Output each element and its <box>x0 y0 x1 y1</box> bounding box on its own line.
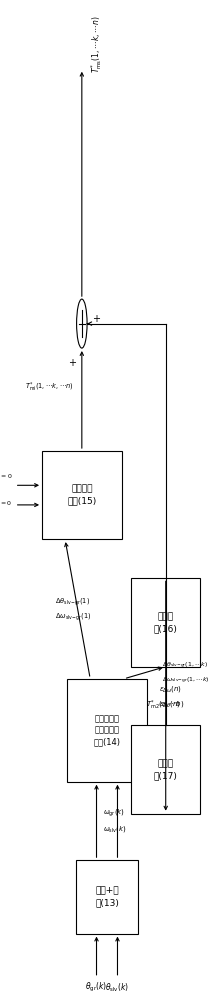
Text: $\varepsilon_{\Delta\omega}(n)$: $\varepsilon_{\Delta\omega}(n)$ <box>159 684 182 694</box>
Text: +: + <box>68 358 76 368</box>
Text: $\theta_{\rm gr}(k)$: $\theta_{\rm gr}(k)$ <box>85 981 108 994</box>
Text: 残差预
测(16): 残差预 测(16) <box>154 612 178 633</box>
FancyBboxPatch shape <box>76 860 138 934</box>
Text: $T^{*}_{\rm mi}(1,\cdots k,\cdots n)$: $T^{*}_{\rm mi}(1,\cdots k,\cdots n)$ <box>25 381 73 394</box>
Text: $T^{*}_{\rm ms}(1,\cdots k,\cdots n)$: $T^{*}_{\rm ms}(1,\cdots k,\cdots n)$ <box>89 16 104 73</box>
FancyBboxPatch shape <box>67 679 147 782</box>
FancyBboxPatch shape <box>131 725 200 814</box>
Text: 前馈控
制(17): 前馈控 制(17) <box>154 759 178 780</box>
Text: $\theta_{\rm slv}(k)$: $\theta_{\rm slv}(k)$ <box>106 981 129 994</box>
Text: $\Delta\omega_{\rm slv\!-\!gr}(1)$: $\Delta\omega_{\rm slv\!-\!gr}(1)$ <box>55 611 91 623</box>
Text: $\omega_{\rm gr}(k)$: $\omega_{\rm gr}(k)$ <box>103 807 125 819</box>
Text: $\Delta\omega_{\rm slv\!-\!gr}(1,\cdots k)$: $\Delta\omega_{\rm slv\!-\!gr}(1,\cdots … <box>162 675 209 686</box>
Text: $T^{*}_{\rm m2}(a,\cdots b)$: $T^{*}_{\rm m2}(a,\cdots b)$ <box>146 699 185 712</box>
Text: $\Delta\theta_{\rm slv\!-\!gr}(1,\cdots k)$: $\Delta\theta_{\rm slv\!-\!gr}(1,\cdots … <box>162 661 208 671</box>
FancyBboxPatch shape <box>131 578 200 667</box>
Text: 差分+滤
波(13): 差分+滤 波(13) <box>95 886 119 907</box>
Text: +: + <box>92 314 101 324</box>
Text: $\omega_{\rm slv}(k)$: $\omega_{\rm slv}(k)$ <box>103 824 127 834</box>
Text: $\Delta\theta^{*}_{\rm slv\!-\!gr}(n){=}0$: $\Delta\theta^{*}_{\rm slv\!-\!gr}(n){=}… <box>0 471 13 484</box>
FancyBboxPatch shape <box>42 451 122 539</box>
Text: $\Delta\theta_{\rm slv\!-\!gr}(1)$: $\Delta\theta_{\rm slv\!-\!gr}(1)$ <box>55 596 90 608</box>
Text: 相对转速和
相对角度的
计算(14): 相对转速和 相对角度的 计算(14) <box>94 714 120 747</box>
Text: 模型预测
控制(15): 模型预测 控制(15) <box>67 485 97 506</box>
Text: $\Delta\omega^{*}_{\rm slv\!-\!gr}(n){=}0$: $\Delta\omega^{*}_{\rm slv\!-\!gr}(n){=}… <box>0 499 13 511</box>
Text: $\varepsilon_{\Delta\theta}(n)$: $\varepsilon_{\Delta\theta}(n)$ <box>159 699 181 709</box>
